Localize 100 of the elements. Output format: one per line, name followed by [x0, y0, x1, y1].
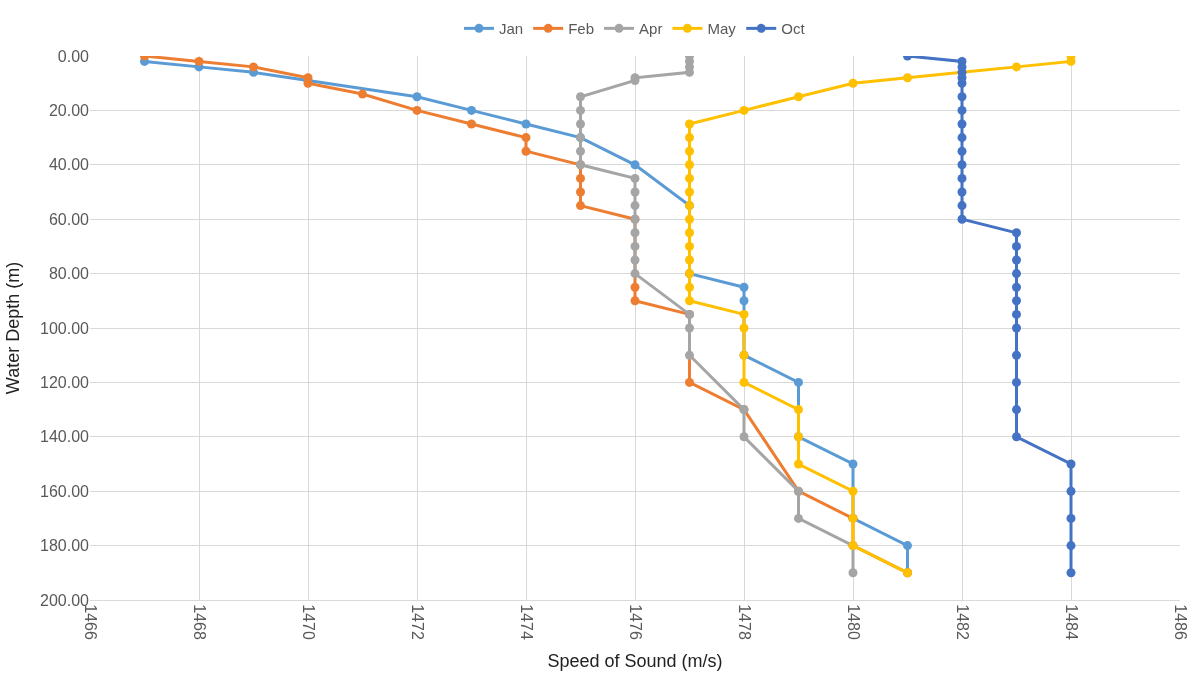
legend-label: Jan: [499, 20, 524, 38]
y-tick-label: 40.00: [48, 156, 90, 174]
point: [685, 214, 694, 224]
point: [903, 73, 912, 83]
point: [521, 133, 531, 143]
x-tick-label: 1470: [299, 604, 317, 640]
point: [467, 105, 476, 115]
point: [1012, 350, 1021, 360]
point: [794, 459, 803, 469]
point: [630, 269, 640, 279]
x-tick-label: 1482: [953, 604, 971, 640]
x-tick-label: 1474: [517, 604, 535, 640]
point: [1066, 541, 1076, 551]
point: [685, 187, 694, 197]
point: [685, 133, 694, 143]
point: [630, 241, 640, 251]
point: [1066, 513, 1076, 523]
point: [794, 377, 803, 387]
point: [685, 119, 694, 129]
x-tick-label: 1480: [844, 604, 862, 640]
y-tick-label: 60.00: [48, 210, 90, 228]
legend-label: Apr: [639, 20, 663, 38]
y-axis-title: Water Depth (m): [3, 261, 24, 395]
x-tick-label: 1478: [735, 604, 753, 640]
point: [739, 432, 749, 442]
point: [794, 405, 803, 415]
point: [1012, 405, 1021, 415]
point: [794, 92, 803, 102]
point: [957, 119, 967, 129]
point: [630, 228, 640, 238]
point: [630, 160, 640, 170]
point: [576, 119, 585, 129]
point: [576, 105, 585, 115]
point: [1012, 296, 1021, 306]
point: [630, 187, 640, 197]
point: [739, 282, 749, 292]
point: [685, 377, 694, 387]
y-tick-label: 100.00: [40, 319, 90, 337]
x-tick-label: 1484: [1062, 604, 1080, 640]
point: [685, 241, 694, 251]
point: [957, 92, 967, 102]
point: [576, 92, 585, 102]
point: [576, 173, 585, 183]
point: [848, 459, 858, 469]
point: [957, 133, 967, 143]
point: [1066, 486, 1076, 496]
point: [1012, 62, 1021, 72]
point: [630, 201, 640, 211]
point: [630, 255, 640, 265]
point: [358, 89, 367, 99]
legend-label: Oct: [781, 20, 806, 38]
point: [685, 323, 694, 333]
point: [1012, 377, 1021, 387]
point: [739, 309, 749, 319]
point: [957, 160, 967, 170]
point: [1012, 432, 1021, 442]
point: [685, 296, 694, 306]
point: [412, 105, 422, 115]
point: [576, 146, 585, 156]
point: [576, 201, 585, 211]
legend-label: Feb: [568, 20, 595, 38]
point: [848, 568, 858, 578]
point: [576, 187, 585, 197]
point: [957, 201, 967, 211]
point: [1066, 568, 1076, 578]
point: [467, 119, 476, 129]
point: [1066, 459, 1076, 469]
point: [685, 160, 694, 170]
x-tick-label: 1468: [190, 604, 208, 640]
point: [685, 255, 694, 265]
point: [685, 282, 694, 292]
x-tick-label: 1476: [626, 604, 644, 640]
point: [1012, 282, 1021, 292]
point: [848, 486, 858, 496]
y-tick-label: 20.00: [48, 102, 90, 119]
point: [521, 119, 531, 129]
y-tick-label: 0.00: [57, 47, 90, 65]
point: [739, 296, 749, 306]
point: [903, 541, 912, 551]
y-tick-label: 160.00: [40, 482, 90, 500]
point: [739, 323, 749, 333]
point: [685, 350, 694, 360]
point: [630, 282, 640, 292]
point: [957, 105, 967, 115]
y-tick-label: 180.00: [40, 537, 90, 555]
point: [848, 78, 858, 88]
point: [630, 296, 640, 306]
y-tick-label: 140.00: [40, 428, 90, 446]
x-tick-label: 1486: [1171, 604, 1189, 640]
point: [957, 146, 967, 156]
point: [794, 513, 803, 523]
point: [1012, 309, 1021, 319]
point: [249, 62, 258, 72]
point: [1012, 255, 1021, 265]
legend-label: May: [707, 20, 737, 38]
point: [194, 56, 204, 66]
point: [412, 92, 422, 102]
point: [739, 105, 749, 115]
point: [685, 173, 694, 183]
point: [630, 173, 640, 183]
